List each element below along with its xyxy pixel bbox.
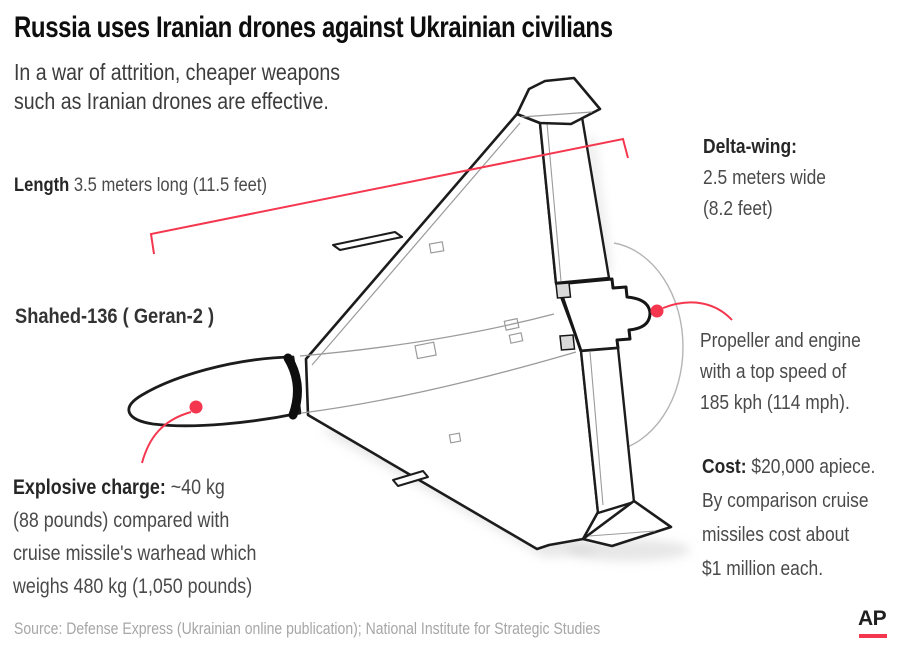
- propeller-pointer-line: [662, 301, 733, 321]
- wing-edge-line: [311, 122, 521, 366]
- cost-line-3: missiles cost about: [702, 523, 850, 546]
- cost-line-2: By comparison cruise: [702, 489, 869, 512]
- propeller-anchor-dot: [650, 304, 664, 318]
- subtitle: In a war of attrition, cheaper weapons s…: [14, 58, 340, 116]
- explosive-pointer-line: [141, 411, 192, 464]
- foot-inner-line: [588, 530, 656, 537]
- page-title: Russia uses Iranian drones against Ukrai…: [14, 11, 613, 44]
- propeller-annotation: Propeller and engine with a top speed of…: [700, 325, 861, 418]
- nose-cone: [127, 355, 302, 428]
- length-measure-line: [149, 137, 629, 255]
- cost-annotation: Cost: $20,000 apiece. By comparison crui…: [702, 450, 875, 586]
- subtitle-line-2: such as Iranian drones are effective.: [14, 88, 329, 114]
- delta-wing-label: Delta-wing:: [703, 135, 797, 158]
- fuselage-top-line: [299, 313, 555, 357]
- propeller-arc: [613, 242, 684, 452]
- length-annotation: Length 3.5 meters long (11.5 feet): [14, 174, 267, 197]
- engine-step-bottom: [559, 334, 576, 351]
- explosive-annotation: Explosive charge: ~40 kg (88 pounds) com…: [13, 471, 256, 603]
- subtitle-line-1: In a war of attrition, cheaper weapons: [14, 59, 341, 85]
- spar-lower-inner-line: [589, 351, 604, 506]
- top-winglet: [515, 76, 602, 126]
- engine-block: [556, 277, 652, 353]
- delta-wing-line-2: (8.2 feet): [703, 197, 773, 220]
- source-line: Source: Defense Express (Ukrainian onlin…: [14, 620, 601, 638]
- explosive-value: ~40 kg: [165, 476, 225, 499]
- delta-wing-annotation: Delta-wing: 2.5 meters wide (8.2 feet): [703, 131, 826, 224]
- engine-step-top: [555, 282, 572, 299]
- fuselage-bottom-line: [301, 351, 577, 414]
- propeller-line-1: Propeller and engine: [700, 329, 861, 352]
- ap-logo: AP: [858, 607, 887, 630]
- explosive-label: Explosive charge:: [13, 476, 166, 499]
- cost-value: $20,000 apiece.: [746, 455, 876, 478]
- explosive-line-4: weighs 480 kg (1,050 pounds): [13, 575, 253, 598]
- model-label: Shahed-136 ( Geran-2 ): [15, 304, 215, 328]
- propeller-line-2: with a top speed of: [700, 360, 847, 383]
- length-label: Length: [14, 174, 70, 196]
- cost-label: Cost:: [702, 455, 747, 478]
- propeller-line-3: 185 kph (114 mph).: [700, 391, 850, 414]
- antenna-upper: [332, 231, 403, 251]
- nose-ring: [283, 353, 302, 420]
- explosive-line-2: (88 pounds) compared with: [13, 509, 230, 532]
- panel-markings: [414, 241, 524, 444]
- spar-inner-line: [546, 122, 562, 282]
- cost-line-4: $1 million each.: [702, 557, 824, 580]
- winglet-inner-line: [520, 111, 593, 118]
- antenna-lower: [392, 470, 429, 487]
- ap-logo-underline: [859, 634, 887, 638]
- length-value: 3.5 meters long (11.5 feet): [69, 174, 268, 196]
- explosive-line-3: cruise missile's warhead which: [13, 542, 257, 565]
- explosive-anchor-dot: [189, 400, 203, 414]
- delta-wing-line-1: 2.5 meters wide: [703, 166, 826, 189]
